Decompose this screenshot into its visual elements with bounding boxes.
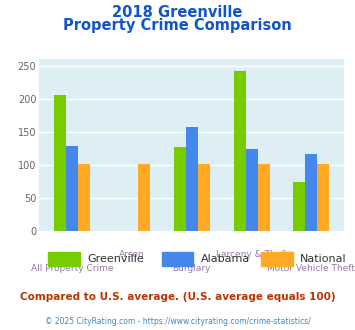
- Text: Larceny & Theft: Larceny & Theft: [215, 250, 288, 259]
- Bar: [186, 127, 198, 231]
- Bar: [174, 147, 186, 231]
- Bar: [54, 95, 66, 231]
- Bar: [66, 146, 78, 231]
- Bar: [78, 164, 90, 231]
- Text: 2018 Greenville: 2018 Greenville: [112, 5, 243, 20]
- Text: Motor Vehicle Theft: Motor Vehicle Theft: [267, 264, 355, 273]
- Text: Alabama: Alabama: [201, 254, 250, 264]
- Text: Greenville: Greenville: [87, 254, 144, 264]
- Bar: [305, 154, 317, 231]
- Bar: [257, 164, 269, 231]
- Bar: [317, 164, 329, 231]
- Text: Arson: Arson: [119, 250, 145, 259]
- Bar: [138, 164, 150, 231]
- Text: © 2025 CityRating.com - https://www.cityrating.com/crime-statistics/: © 2025 CityRating.com - https://www.city…: [45, 317, 310, 326]
- Text: Property Crime Comparison: Property Crime Comparison: [63, 18, 292, 33]
- Text: All Property Crime: All Property Crime: [31, 264, 113, 273]
- Text: Burglary: Burglary: [173, 264, 211, 273]
- Text: Compared to U.S. average. (U.S. average equals 100): Compared to U.S. average. (U.S. average …: [20, 292, 335, 302]
- Bar: [198, 164, 210, 231]
- Bar: [234, 71, 246, 231]
- Bar: [246, 149, 257, 231]
- Bar: [294, 182, 305, 231]
- Text: National: National: [300, 254, 346, 264]
